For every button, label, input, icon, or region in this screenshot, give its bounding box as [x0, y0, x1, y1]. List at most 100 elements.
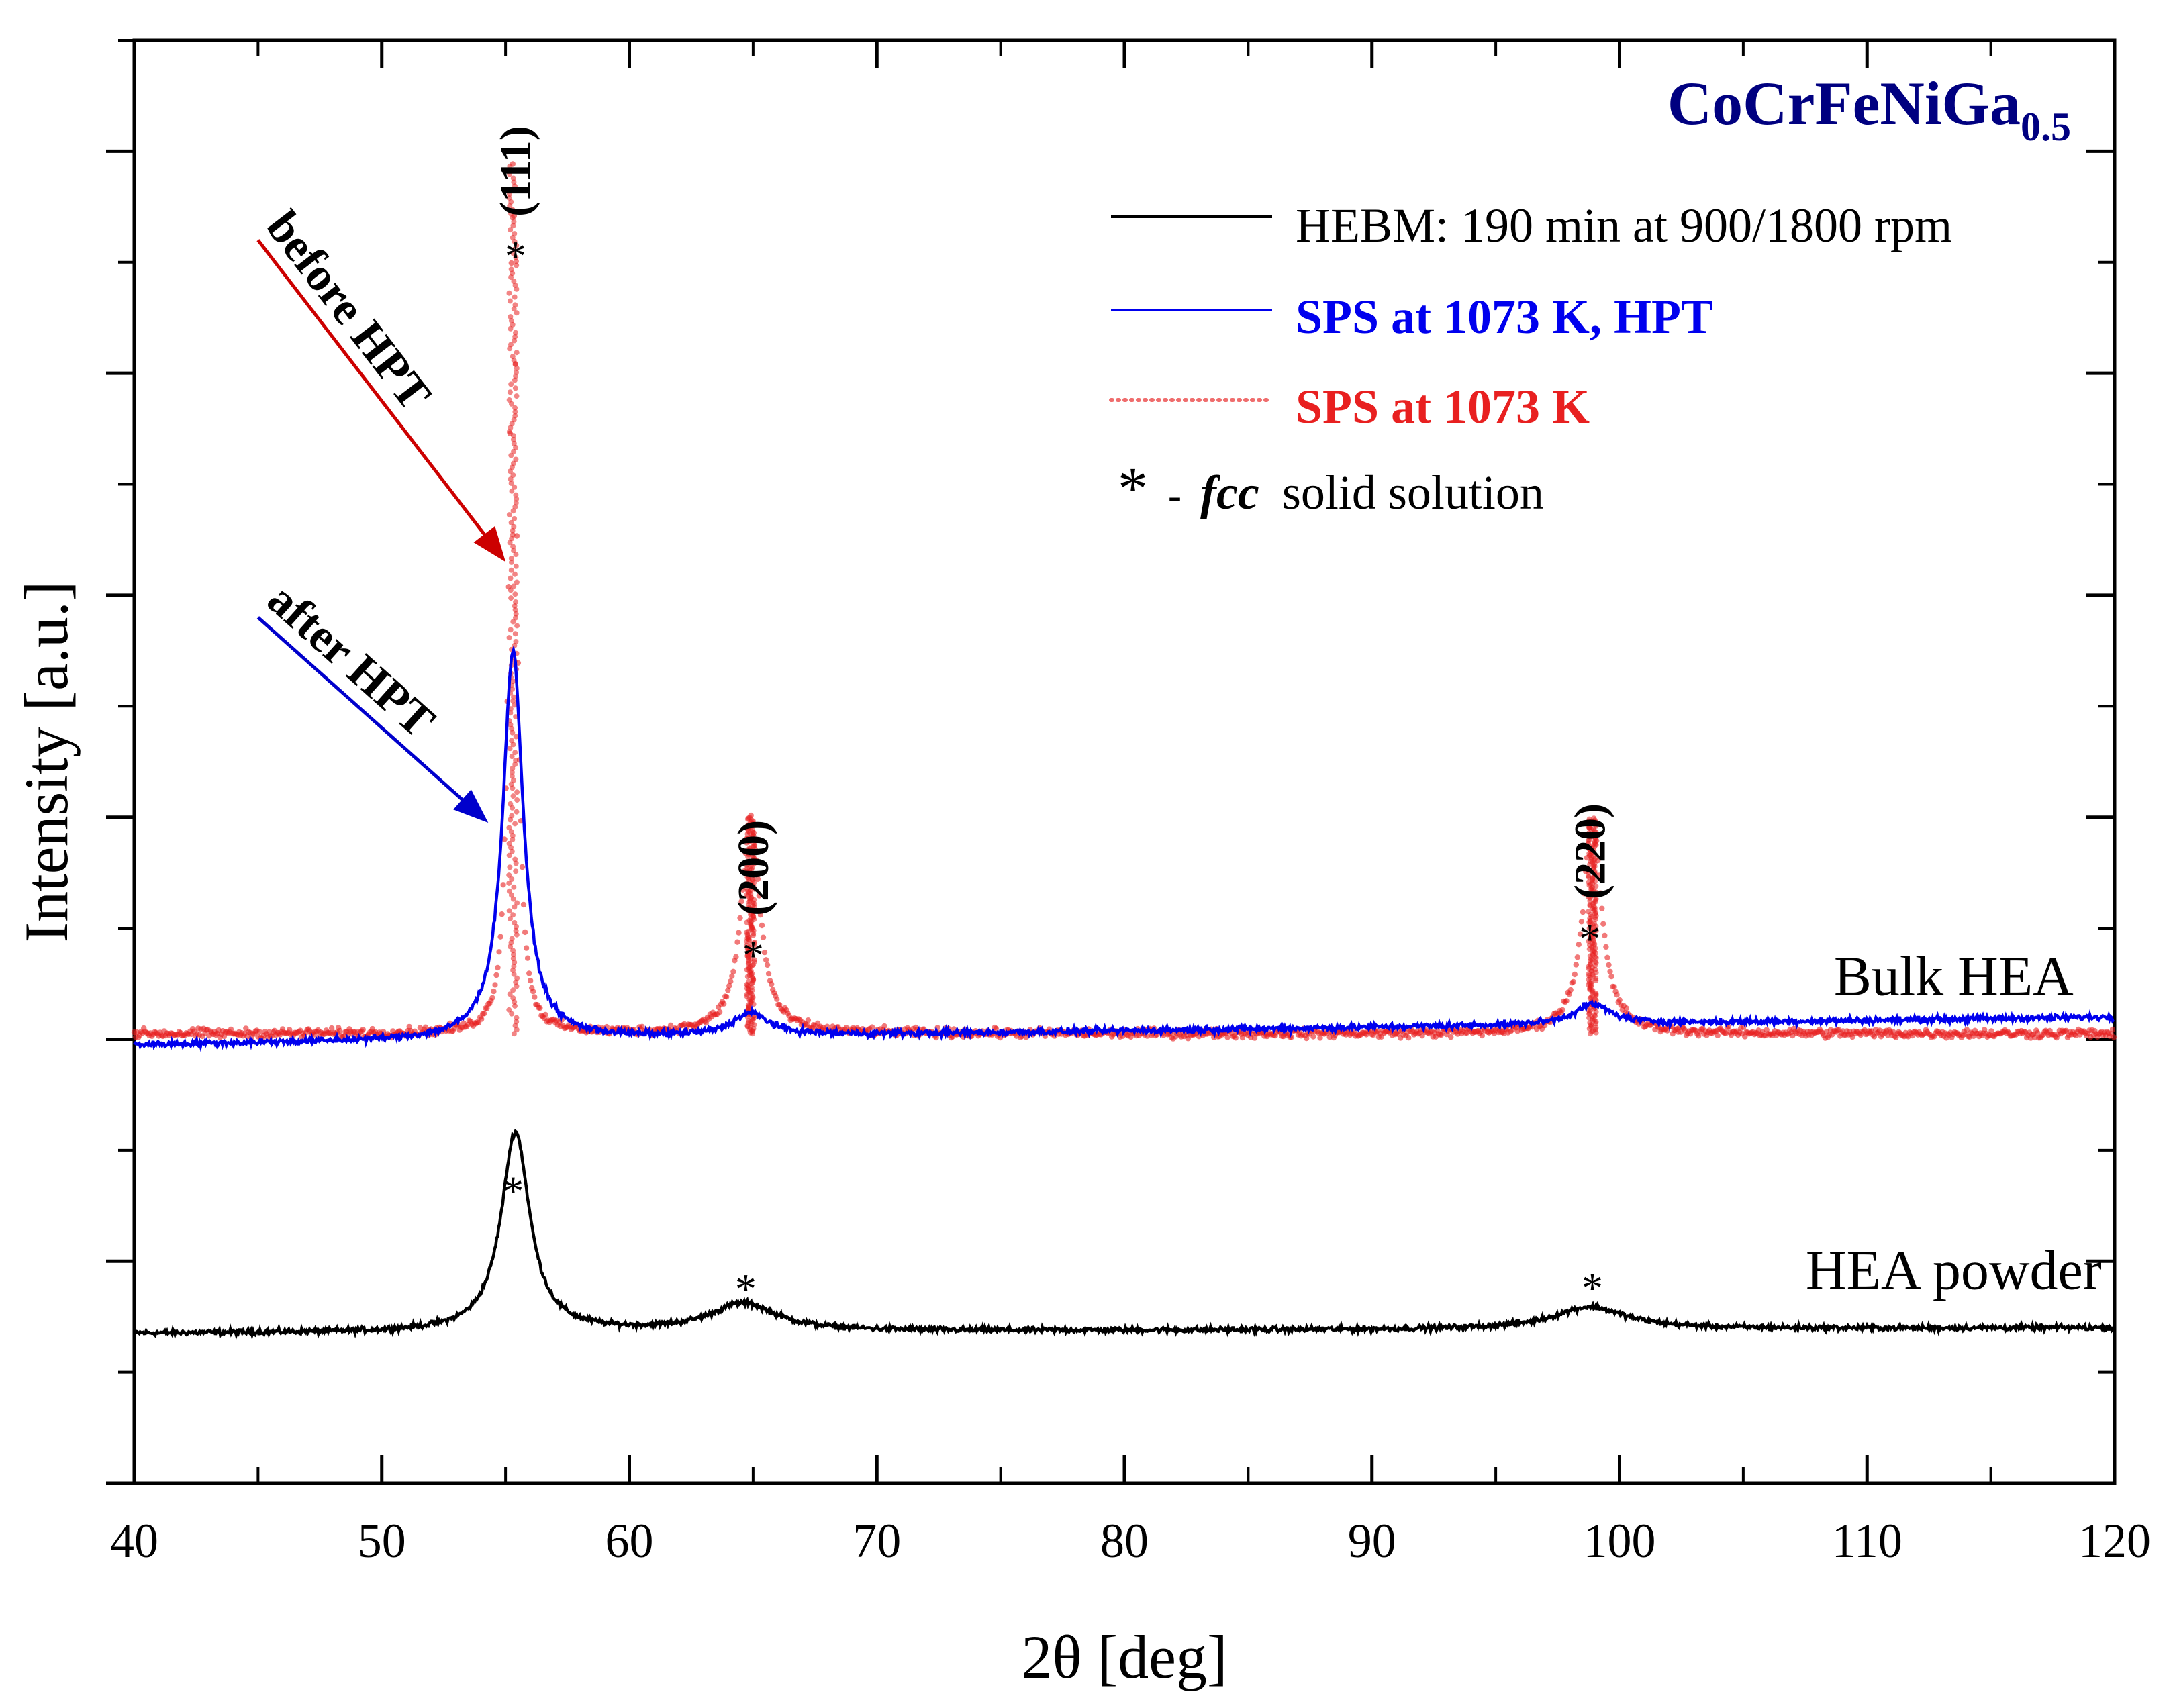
data-point-sps: [500, 882, 506, 888]
data-point-sps: [507, 171, 513, 177]
data-point-sps: [508, 260, 514, 266]
annotations: Bulk HEA HEA powder before HPT after HPT: [256, 202, 2102, 1302]
data-point-sps: [751, 841, 757, 847]
data-point-sps: [765, 970, 772, 977]
data-point-sps: [511, 548, 517, 554]
data-point-sps: [746, 978, 752, 985]
data-point-sps: [506, 512, 512, 518]
data-point-sps: [507, 389, 513, 395]
data-point-sps: [508, 342, 514, 348]
annotation-arrow-2: before HPT: [256, 202, 506, 562]
peak-label: (200): [729, 820, 778, 916]
data-point-sps: [510, 544, 516, 550]
data-point-sps: [1964, 1027, 1970, 1033]
data-point-sps: [526, 970, 532, 976]
data-point-sps: [510, 354, 516, 360]
data-point-sps: [993, 1025, 1000, 1032]
data-point-sps: [1586, 909, 1591, 915]
x-tick-label: 90: [1348, 1514, 1396, 1568]
data-point-sps: [513, 599, 519, 605]
data-point-sps: [510, 730, 516, 736]
data-point-sps: [997, 1035, 1004, 1041]
data-point-sps: [507, 746, 513, 752]
data-point-sps: [509, 876, 515, 882]
data-point-sps: [528, 978, 534, 984]
data-point-sps: [508, 587, 514, 593]
data-point-sps: [1623, 1005, 1629, 1011]
data-point-sps: [512, 231, 518, 237]
data-point-sps: [508, 187, 514, 193]
data-point-sps: [510, 532, 516, 538]
data-point-sps: [508, 556, 514, 561]
data-point-sps: [729, 973, 735, 979]
data-point-sps: [495, 964, 501, 971]
y-axis-label: Intensity [a.u.]: [12, 581, 81, 942]
data-point-sps: [510, 223, 516, 229]
data-point-sps: [506, 888, 512, 894]
data-point-sps: [522, 929, 528, 936]
series-sps_hpt: [133, 644, 2115, 1052]
data-point-sps: [1578, 919, 1585, 925]
data-point-sps: [530, 989, 536, 995]
data-point-sps: [1591, 815, 1597, 821]
data-point-sps: [512, 904, 518, 910]
data-point-sps: [509, 488, 515, 494]
annotation-arrow-3: after HPT: [256, 573, 489, 823]
peak-label: (220): [1565, 803, 1614, 899]
data-point-sps: [360, 1026, 366, 1033]
series-sps: [131, 161, 2117, 1042]
data-point-sps: [491, 988, 497, 995]
data-point-sps: [510, 987, 516, 993]
data-point-sps: [513, 615, 518, 621]
annotation-text: before HPT: [256, 202, 441, 420]
data-point-sps: [508, 710, 514, 716]
legend-fcc-italic: fcc: [1200, 466, 1259, 519]
data-point-sps: [1572, 971, 1578, 978]
legend-entry-sps: SPS at 1073 K: [1109, 380, 1590, 434]
peak-asterisk: *: [505, 232, 526, 280]
data-point-sps: [512, 294, 518, 300]
data-point-sps: [1581, 891, 1588, 897]
data-point-sps: [514, 258, 519, 264]
data-point-sps: [512, 631, 518, 637]
data-point-sps: [523, 945, 530, 951]
data-point-sps: [511, 279, 517, 284]
data-point-sps: [489, 995, 495, 1001]
data-point-sps: [1598, 890, 1604, 896]
legend-label-sps-hpt: SPS at 1073 K, HPT: [1296, 290, 1713, 344]
data-point-sps: [511, 583, 517, 589]
data-point-sps: [1603, 944, 1609, 950]
data-point-sps: [1696, 1033, 1702, 1039]
x-tick-label: 120: [2078, 1514, 2151, 1568]
legend-fcc-dash: -: [1168, 473, 1181, 517]
legend: HEBM: 190 min at 900/1800 rpm SPS at 107…: [1109, 199, 1952, 522]
data-point-sps: [514, 393, 520, 399]
data-point-sps: [512, 405, 518, 411]
data-point-sps: [512, 821, 518, 827]
data-point-sps: [2111, 1034, 2117, 1040]
data-point-sps: [1742, 1034, 1748, 1040]
legend-entry-hebm: HEBM: 190 min at 900/1800 rpm: [1111, 199, 1952, 252]
data-point-sps: [510, 995, 516, 1001]
peak-label: (111): [491, 125, 540, 217]
svg-text:* - fcc: * - fcc solid solution: [1118, 456, 1544, 522]
data-point-sps: [512, 571, 518, 577]
data-point-sps: [422, 1024, 429, 1030]
data-point-sps: [509, 401, 514, 407]
data-point-sps: [514, 623, 520, 629]
data-point-sps: [537, 1005, 543, 1011]
data-point-sps: [1607, 968, 1613, 975]
data-point-sps: [514, 1015, 520, 1021]
data-point-sps: [507, 163, 513, 169]
data-point-sps: [492, 982, 498, 988]
series-layer: [131, 161, 2117, 1340]
data-point-sps: [1988, 1028, 1994, 1034]
data-point-sps: [760, 934, 767, 940]
data-point-sps: [507, 298, 513, 304]
data-point-sps: [1577, 931, 1584, 937]
data-point-sps: [507, 864, 513, 870]
data-point-sps: [1448, 1034, 1454, 1040]
data-point-sps: [514, 350, 520, 356]
data-point-sps: [514, 797, 520, 803]
data-point-sps: [2035, 1029, 2041, 1036]
